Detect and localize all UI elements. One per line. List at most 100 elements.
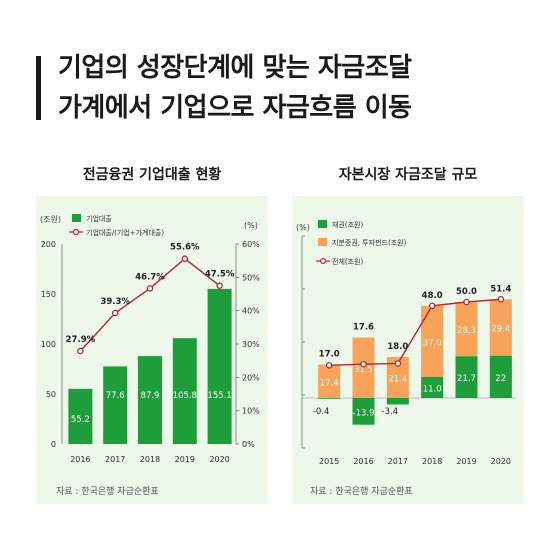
bar-bonds-2015: [318, 398, 341, 399]
equity-data-label: 37.0: [423, 338, 442, 348]
line-marker-2018: [428, 302, 436, 310]
bar-corporate-loans-2019: [172, 338, 197, 444]
line-marker-2020: [216, 282, 223, 289]
equity-data-label: 28.3: [457, 326, 476, 336]
bonds-data-label: 11.0: [423, 384, 442, 394]
bar-equity-2018: [421, 305, 444, 377]
headline-line-1: 기업의 성장단계에 맞는 자금조달: [58, 53, 412, 83]
line-data-label: 39.3%: [100, 297, 130, 307]
right-chart-title: 자본시장 자금조달 규모: [338, 167, 478, 183]
equity-data-label: 17.4: [320, 378, 339, 388]
bar-bonds-2016: [352, 398, 375, 425]
equity-data-label: 31.5: [354, 365, 373, 375]
bar-corporate-loans-2018: [138, 356, 162, 444]
headline-line-2: 가계에서 기업으로 자금흐름 이동: [58, 93, 412, 123]
left-y-tick-label: 150: [41, 290, 56, 299]
line-data-label: 46.7%: [135, 272, 165, 282]
bar-equity-2020: [489, 299, 512, 356]
bonds-data-label: -0.4: [313, 407, 330, 417]
right-chart-panel: (%) 채권(조원) 지분증권, 투자펀드(조원) 전체(조원) 17.4 -0.4 201…: [292, 196, 524, 504]
bonds-data-label: -3.4: [382, 407, 399, 417]
headline: 기업의 성장단계에 맞는 자금조달 가계에서 기업으로 자금흐름 이동: [58, 48, 412, 128]
right-y-tick-label: 10%: [242, 407, 260, 416]
line-marker-2018: [146, 285, 154, 292]
bar-equity-2016: [352, 337, 375, 398]
bonds-data-label: -13.9: [353, 408, 375, 418]
x-tick-label: 2019: [456, 457, 476, 466]
bar-equity-2019: [455, 302, 478, 357]
legend-label-bonds: 채권(조원): [332, 220, 363, 229]
line-marker-2019: [181, 255, 189, 262]
legend-label-total: 전체(조원): [332, 257, 363, 266]
bar-data-label: 55.2: [71, 415, 90, 425]
x-tick-label: 2020: [209, 455, 229, 464]
equity-data-label: 21.4: [388, 374, 407, 384]
total-data-label: 17.6: [353, 323, 374, 333]
x-tick-label: 2018: [140, 455, 160, 464]
legend-label-equity: 지분증권, 투자펀드(조원): [332, 238, 407, 247]
bar-corporate-loans-2016: [68, 388, 93, 444]
legend-swatch-bonds: [318, 220, 327, 228]
total-data-label: 51.4: [490, 284, 511, 294]
legend-label-bar: 기업대출: [86, 214, 112, 223]
x-tick-label: 2017: [388, 457, 408, 466]
right-y-tick-label: 40%: [242, 307, 260, 316]
legend-label-line: 기업대출/(기업+가계대출): [86, 228, 164, 237]
bar-corporate-loans-2020: [207, 288, 232, 444]
line-data-label: 47.5%: [205, 270, 235, 280]
legend-swatch-marker: [72, 228, 79, 235]
right-y-tick-label: 60%: [242, 240, 260, 249]
left-chart-source: 자료 : 한국은행 자금순환표: [56, 487, 159, 497]
right-chart: (%) 채권(조원) 지분증권, 투자펀드(조원) 전체(조원) 17.4 -0.4 201…: [296, 220, 516, 466]
line-data-label: 27.9%: [66, 335, 96, 345]
line-marker-2017: [111, 309, 119, 317]
bar-data-label: 155.1: [207, 391, 231, 401]
legend-swatch-bar: [72, 214, 81, 222]
total-data-label: 50.0: [456, 287, 477, 297]
line-marker-2020: [497, 296, 505, 303]
line-marker-2017: [394, 360, 402, 367]
equity-data-label: 29.4: [491, 325, 510, 335]
bar-data-label: 77.6: [106, 391, 125, 401]
headline-accent-bar: [36, 56, 41, 120]
x-tick-label: 2015: [319, 457, 339, 466]
right-chart-source: 자료 : 한국은행 자금순환표: [310, 487, 413, 497]
bonds-data-label: 21.7: [457, 374, 476, 384]
right-axis-unit: (%): [244, 221, 258, 230]
legend-swatch-equity: [318, 238, 327, 246]
axis-unit: (%): [296, 223, 310, 232]
total-data-label: 18.0: [387, 342, 408, 352]
line-total: [329, 298, 501, 367]
line-marker-2016: [360, 360, 367, 368]
left-axis-unit: (조원): [40, 215, 61, 224]
bar-data-label: 105.8: [173, 391, 197, 401]
right-y-tick-label: 20%: [242, 373, 260, 382]
x-tick-label: 2020: [491, 457, 511, 466]
bonds-data-label: 22: [495, 374, 506, 384]
bar-bonds-2017: [386, 398, 409, 405]
left-y-tick-label: 200: [41, 240, 56, 249]
line-marker-2015: [325, 362, 333, 369]
line-data-label: 55.6%: [170, 243, 200, 253]
x-tick-label: 2018: [422, 457, 442, 466]
legend-swatch-marker: [320, 257, 327, 264]
line-marker-2019: [463, 298, 470, 306]
x-tick-label: 2017: [105, 455, 125, 464]
bar-equity-2015: [318, 364, 341, 398]
line-marker-2016: [77, 347, 84, 355]
left-y-tick-label: 50: [46, 390, 56, 399]
total-data-label: 17.0: [319, 350, 340, 360]
left-y-tick-label: 100: [41, 340, 56, 349]
total-data-label: 48.0: [422, 291, 443, 301]
x-tick-label: 2016: [353, 457, 373, 466]
bar-bonds-2019: [455, 356, 478, 398]
left-chart-title: 전금융권 기업대출 현황: [82, 167, 222, 183]
right-y-tick-label: 0%: [242, 440, 255, 449]
bar-bonds-2018: [421, 376, 444, 398]
x-tick-label: 2019: [175, 455, 195, 464]
bar-bonds-2020: [489, 355, 512, 398]
left-y-tick-label: 0: [51, 440, 56, 449]
bar-data-label: 87.9: [141, 391, 160, 401]
right-y-tick-label: 50%: [242, 273, 260, 282]
